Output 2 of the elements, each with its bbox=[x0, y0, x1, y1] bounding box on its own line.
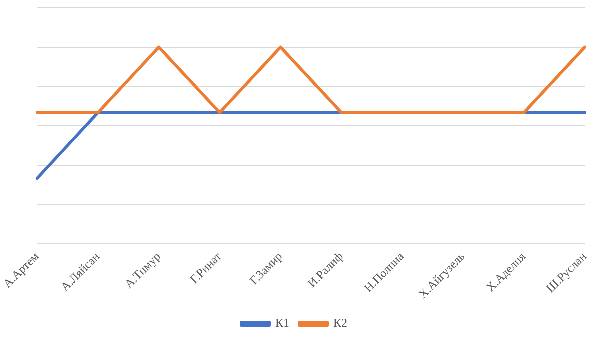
legend-label: К2 bbox=[334, 316, 348, 330]
legend-label: К1 bbox=[275, 316, 290, 330]
